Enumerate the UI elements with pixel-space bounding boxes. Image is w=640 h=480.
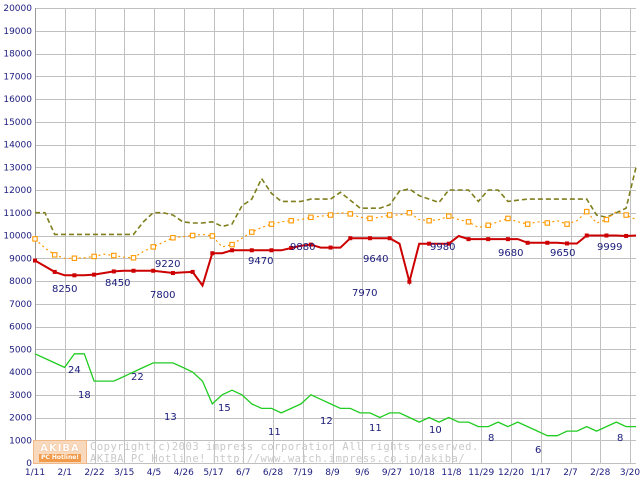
red-value-label: 8450 xyxy=(105,278,130,289)
svg-text:11/8: 11/8 xyxy=(441,468,461,478)
red-value-label: 9470 xyxy=(248,256,273,267)
svg-text:3/20: 3/20 xyxy=(620,468,640,478)
svg-text:2/7: 2/7 xyxy=(563,468,577,478)
green-count-label: 12 xyxy=(320,416,333,427)
red-value-label: 9880 xyxy=(290,242,315,253)
svg-text:9/6: 9/6 xyxy=(355,468,370,478)
series-shop-count xyxy=(34,353,636,437)
red-value-label: 9999 xyxy=(597,242,622,253)
green-count-label: 13 xyxy=(164,412,177,423)
green-count-label: 10 xyxy=(429,425,442,436)
svg-text:19000: 19000 xyxy=(3,27,32,37)
red-value-label: 9980 xyxy=(430,242,455,253)
svg-text:10000: 10000 xyxy=(3,232,32,242)
svg-text:6/7: 6/7 xyxy=(236,468,250,478)
y-axis-tick-labels: 0 1000 2000 3000 4000 5000 6000 7000 8000 9000 100… xyxy=(3,4,32,469)
svg-text:16000: 16000 xyxy=(3,95,32,105)
svg-text:2000: 2000 xyxy=(9,414,32,424)
red-value-label: 9680 xyxy=(498,248,523,259)
svg-text:5/17: 5/17 xyxy=(203,468,223,478)
green-count-label: 11 xyxy=(369,423,382,434)
footer-url: AKIBA PC Hotline! http://www.watch.impre… xyxy=(90,453,465,465)
svg-text:6/28: 6/28 xyxy=(263,468,283,478)
green-count-label: 15 xyxy=(218,403,231,414)
svg-text:5000: 5000 xyxy=(9,345,32,355)
svg-text:4/26: 4/26 xyxy=(174,468,194,478)
svg-text:12/20: 12/20 xyxy=(498,468,524,478)
logo-subtitle: PC Hotline! xyxy=(38,453,82,462)
series-max-price xyxy=(35,167,637,236)
red-value-label: 9650 xyxy=(550,248,575,259)
svg-text:8/9: 8/9 xyxy=(325,468,340,478)
svg-text:18000: 18000 xyxy=(3,50,32,60)
svg-text:2/1: 2/1 xyxy=(58,468,72,478)
svg-text:15000: 15000 xyxy=(3,118,32,128)
svg-text:9/27: 9/27 xyxy=(382,468,402,478)
svg-text:1/17: 1/17 xyxy=(531,468,551,478)
green-count-label: 8 xyxy=(617,433,623,444)
x-axis-tick-labels: 1/11 2/1 2/22 3/15 4/5 4/26 5/17 6/7 6/28 7/19 8/9… xyxy=(25,468,640,478)
logo-title: AKIBA xyxy=(40,442,80,454)
svg-text:20000: 20000 xyxy=(3,4,32,14)
svg-text:4/5: 4/5 xyxy=(147,468,161,478)
red-value-label: 8250 xyxy=(52,284,77,295)
svg-text:11000: 11000 xyxy=(3,209,32,219)
svg-text:6000: 6000 xyxy=(9,323,32,333)
svg-text:9000: 9000 xyxy=(9,254,32,264)
svg-text:13000: 13000 xyxy=(3,163,32,173)
svg-text:3/15: 3/15 xyxy=(114,468,134,478)
svg-text:3000: 3000 xyxy=(9,391,32,401)
grid-lines xyxy=(35,8,636,464)
svg-text:7/19: 7/19 xyxy=(293,468,313,478)
svg-text:7000: 7000 xyxy=(9,300,32,310)
data-point-labels: 8250 8450 9220 7800 9470 9880 9640 7970 9980 9680… xyxy=(52,242,623,456)
red-value-label: 7970 xyxy=(352,288,377,299)
green-count-label: 8 xyxy=(488,433,494,444)
footer-copyright: Copyright(c)2003 impress corporation All… xyxy=(90,441,479,453)
svg-text:1/11: 1/11 xyxy=(25,468,45,478)
svg-text:1000: 1000 xyxy=(9,436,32,446)
green-count-label: 18 xyxy=(78,390,91,401)
svg-text:17000: 17000 xyxy=(3,72,32,82)
svg-text:14000: 14000 xyxy=(3,141,32,151)
green-count-label: 22 xyxy=(131,372,144,383)
svg-text:2/28: 2/28 xyxy=(590,468,610,478)
green-count-label: 24 xyxy=(68,365,81,376)
data-series-layer xyxy=(32,167,637,437)
akiba-pc-hotline-logo: AKIBA PC Hotline! xyxy=(33,440,87,464)
red-value-label: 7800 xyxy=(150,290,175,301)
svg-text:11/29: 11/29 xyxy=(468,468,494,478)
svg-text:12000: 12000 xyxy=(3,186,32,196)
red-value-label: 9640 xyxy=(363,254,388,265)
svg-text:4000: 4000 xyxy=(9,368,32,378)
green-count-label: 6 xyxy=(535,445,541,456)
green-count-label: 11 xyxy=(268,427,281,438)
footer-watermark: Copyright(c)2003 impress corporation All… xyxy=(90,441,479,465)
svg-text:8000: 8000 xyxy=(9,277,32,287)
svg-text:2/22: 2/22 xyxy=(84,468,104,478)
svg-text:10/18: 10/18 xyxy=(409,468,435,478)
svg-text:0: 0 xyxy=(26,459,32,469)
red-value-label: 9220 xyxy=(155,259,180,270)
